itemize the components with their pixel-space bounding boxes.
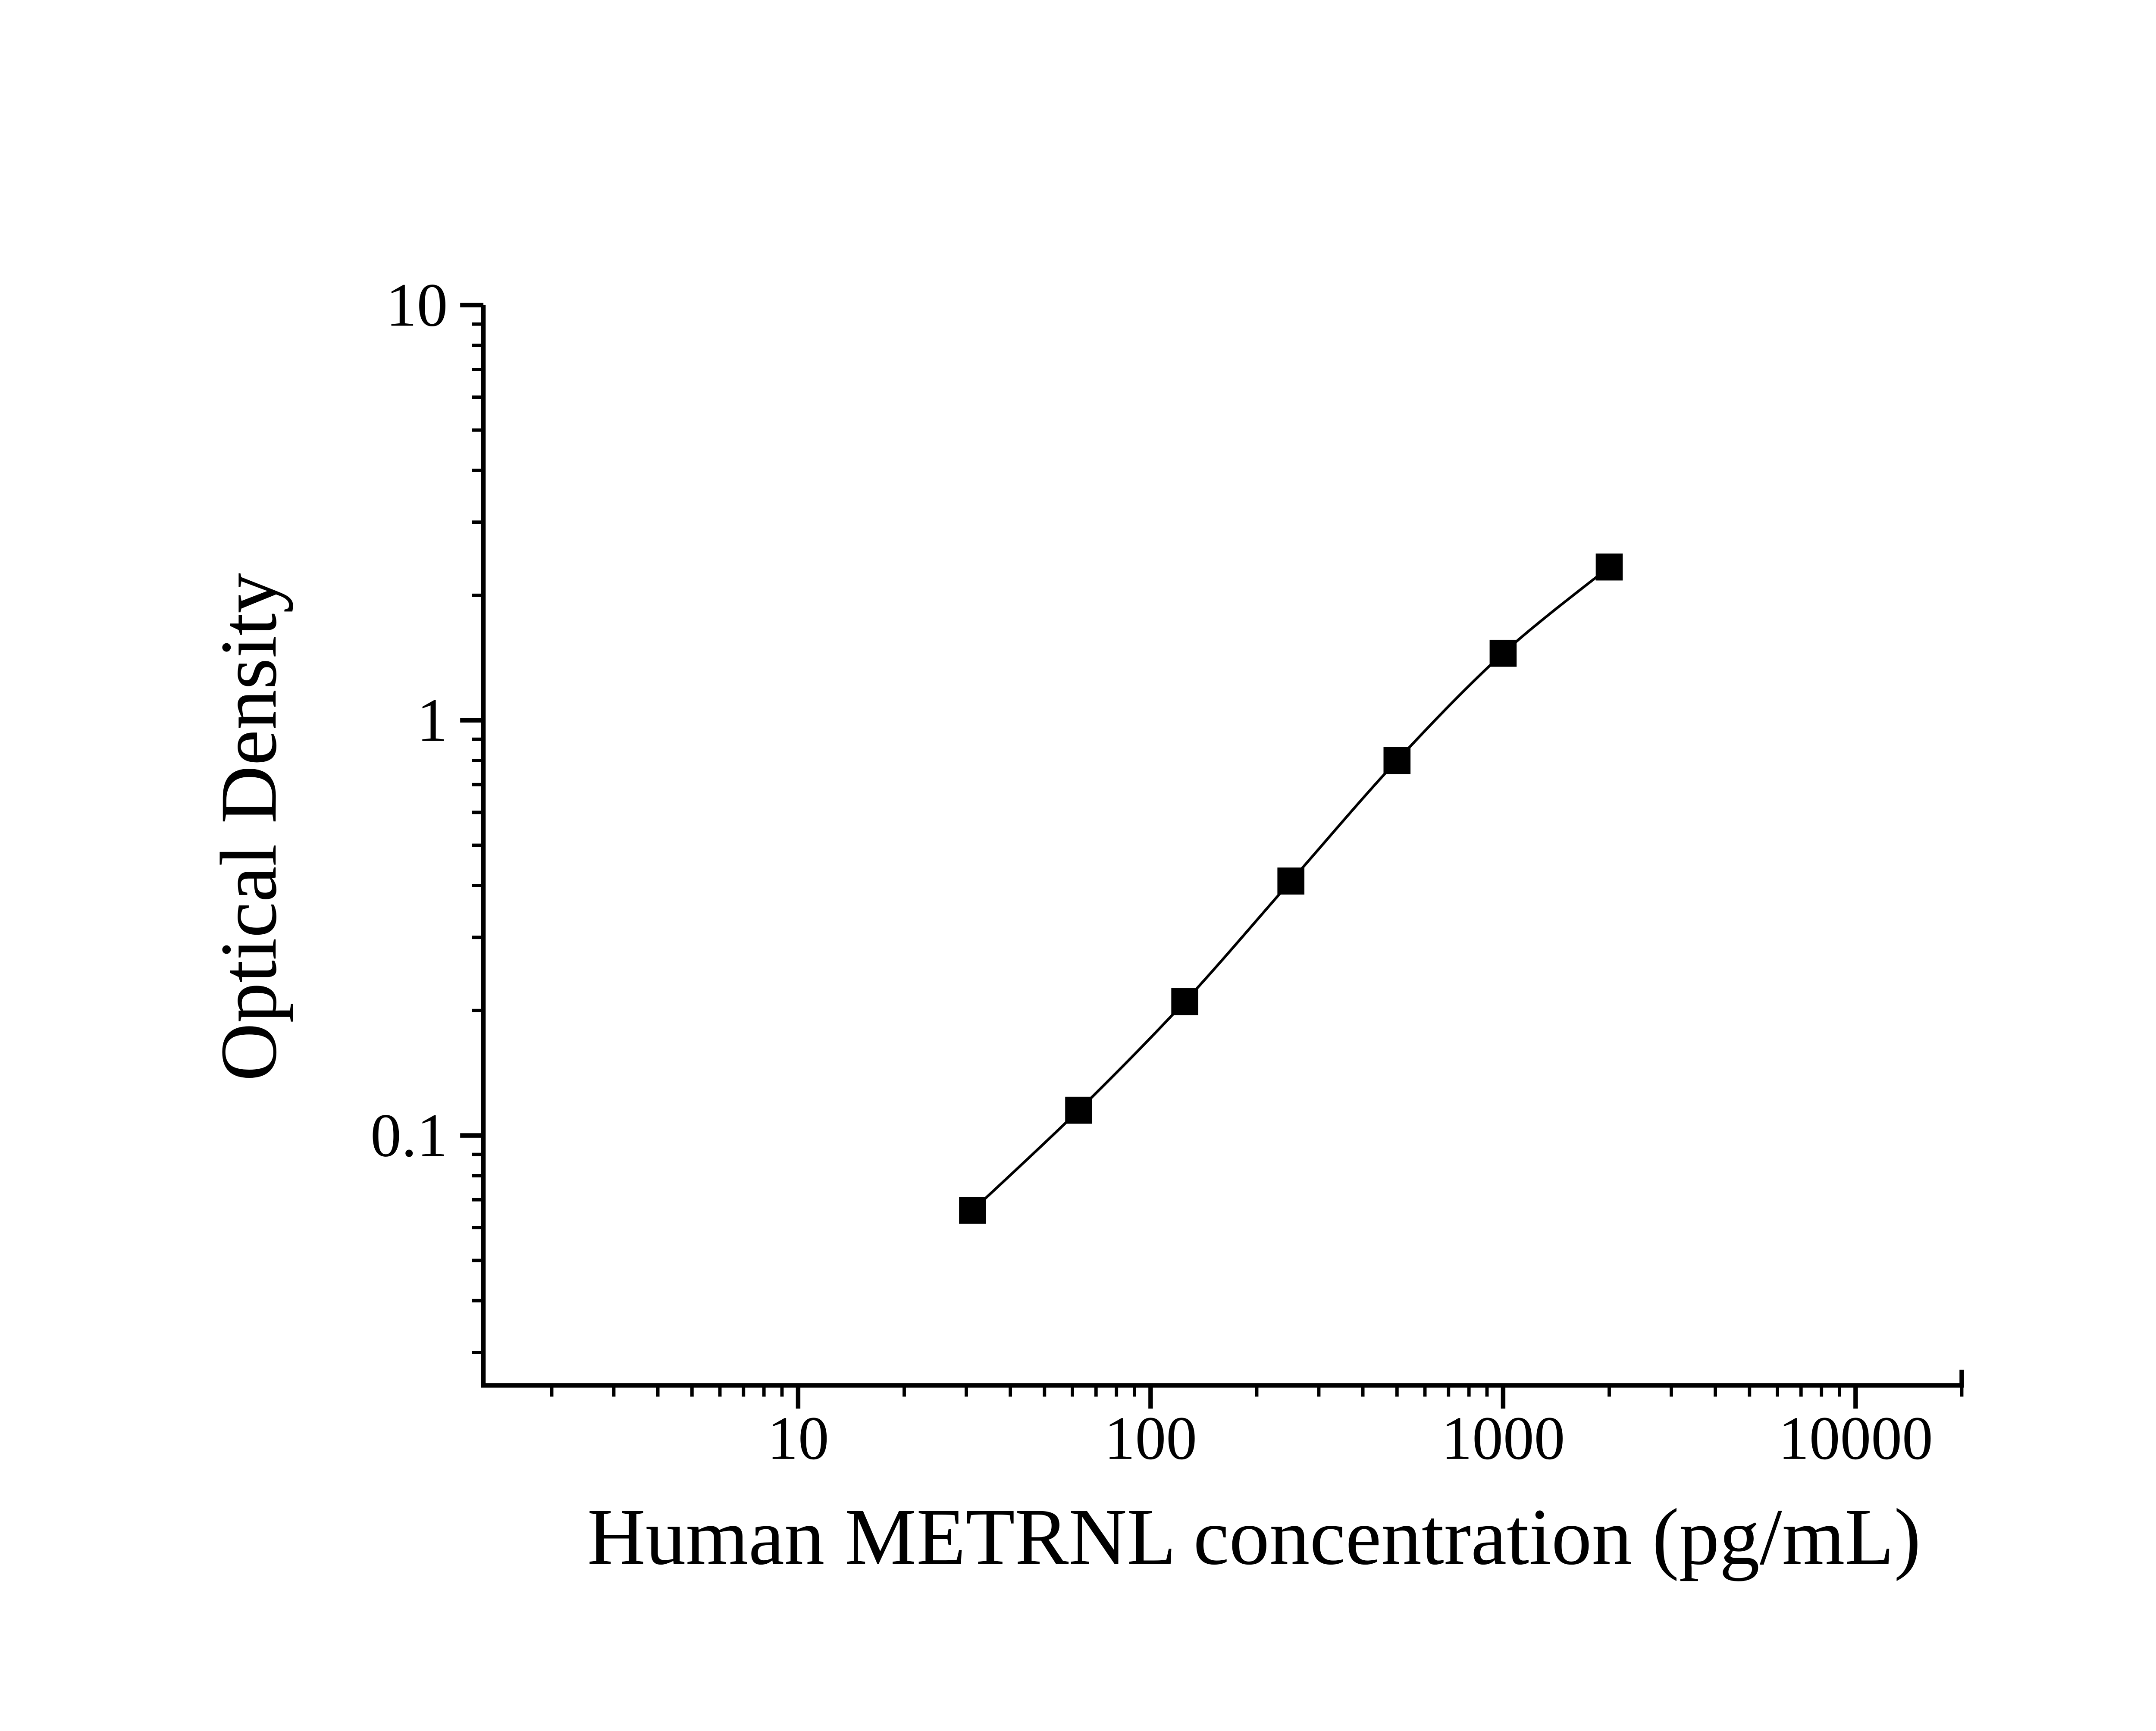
axes-layer: 10 100 1000 10000 10 1 0.1 (370, 271, 1964, 1473)
y-tick-label: 1 (417, 686, 448, 754)
data-point-square-marker (1489, 639, 1517, 667)
data-point-square-marker (1595, 553, 1623, 581)
x-tick-label: 10 (767, 1404, 829, 1473)
data-point-square-marker (1383, 747, 1411, 774)
data-point-square-marker (1065, 1096, 1092, 1124)
data-series-layer (959, 553, 1623, 1224)
data-point-square-marker (1171, 988, 1198, 1015)
x-axis-title: Human METRNL concentration (pg/mL) (587, 1492, 1921, 1581)
x-tick-label: 1000 (1441, 1404, 1565, 1473)
axis-frame (481, 305, 1964, 1388)
x-tick-label: 10000 (1778, 1404, 1933, 1473)
data-point-square-marker (1277, 867, 1305, 895)
x-tick-label: 100 (1104, 1404, 1197, 1473)
data-point-square-marker (959, 1197, 986, 1224)
y-tick-label: 10 (386, 271, 448, 340)
y-tick-label: 0.1 (370, 1101, 448, 1170)
y-axis-title: Optical Density (204, 573, 293, 1081)
